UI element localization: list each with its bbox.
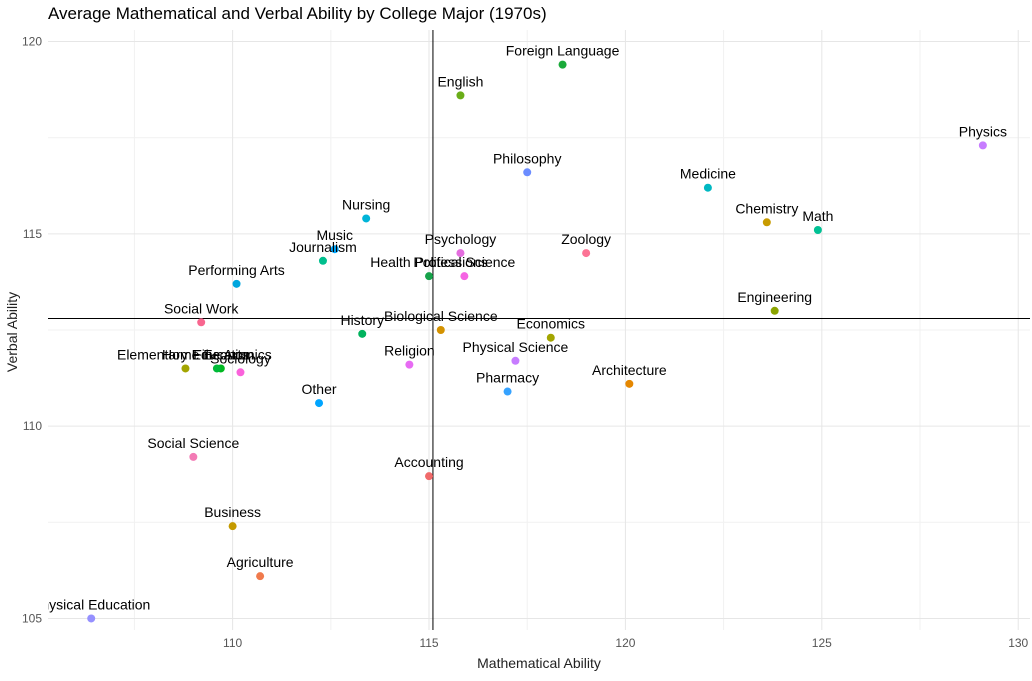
data-point [770,306,779,315]
data-point-label: Engineering [737,289,812,305]
data-point-label: Economics [517,316,585,332]
data-point-label: Social Work [164,300,239,316]
data-point [762,218,771,227]
data-point [546,333,555,342]
data-point-label: Religion [384,343,435,359]
data-point-label: Music [316,227,353,243]
data-point [405,360,414,369]
x-tick-label: 130 [1008,636,1028,650]
data-point-label: Math [802,208,833,224]
data-point-label: Agriculture [227,554,294,570]
data-labels: Foreign Language English Physics Philosophy… [32,43,1007,613]
y-axis-title: Verbal Ability [4,292,20,372]
data-point [318,256,327,265]
data-point [87,614,96,623]
data-point-label: Political Science [413,254,515,270]
data-point [228,522,237,531]
reference-lines [48,30,1030,630]
y-tick-label: 120 [22,35,42,49]
data-point-label: Other [302,381,337,397]
minor-gridlines [48,30,1030,630]
data-point [703,183,712,192]
x-tick-label: 120 [615,636,635,650]
data-point [330,245,339,254]
data-point [181,364,190,373]
data-point [558,60,567,69]
data-point [503,387,512,396]
data-point [425,472,434,481]
data-point [358,329,367,338]
data-points [87,60,987,623]
x-tick-label: 115 [419,636,438,650]
data-point [425,272,434,281]
data-point [189,452,198,461]
major-gridlines [48,30,1030,630]
x-tick-label: 110 [223,636,242,650]
x-tick-label: 125 [812,636,832,650]
y-tick-label: 115 [23,227,42,241]
data-point-label: Social Science [147,435,239,451]
data-point [625,379,634,388]
chart-title: Average Mathematical and Verbal Ability … [48,4,547,23]
data-point [197,318,206,327]
data-point [978,141,987,150]
data-point-label: Physical Education [32,596,150,612]
data-point-label: Architecture [592,362,667,378]
data-point [236,368,245,377]
data-point-label: History [340,312,384,328]
data-point-label: Physics [959,123,1007,139]
data-point-label: Philosophy [493,150,562,166]
data-point [315,399,324,408]
data-point-label: Elementary Education [117,346,254,362]
x-axis-ticks: 110 115 120 125 130 [223,636,1029,650]
data-point [212,364,221,373]
data-point-label: Business [204,504,261,520]
data-point-label: Nursing [342,196,390,212]
data-point-label: Performing Arts [188,262,284,278]
y-tick-label: 110 [23,419,42,433]
data-point [813,226,822,234]
data-point [362,214,371,223]
data-point-label: Journalism [289,239,357,255]
data-point [460,272,469,281]
data-point-label: Foreign Language [506,43,620,59]
data-point-label: Physical Science [463,339,569,355]
data-point [523,168,532,177]
data-point-label: English [437,73,483,89]
data-point-label: Accounting [394,454,463,470]
y-tick-label: 105 [22,611,42,625]
data-point [456,91,465,100]
data-point [256,572,265,581]
data-point-label: Health Professions [370,254,488,270]
data-point [582,249,591,258]
data-point [456,249,465,258]
y-axis-ticks: 105 110 115 120 [22,35,42,626]
data-point-label: Chemistry [735,200,798,216]
data-point [232,279,241,288]
data-point-label: Medicine [680,166,736,182]
data-point-label: Fine Arts [193,346,248,362]
data-point-label: Zoology [561,231,611,247]
data-point-label: Biological Science [384,308,498,324]
data-point [436,326,445,334]
data-point-label: Pharmacy [476,370,539,386]
x-axis-title: Mathematical Ability [477,655,601,671]
data-point-label: Sociology [210,350,271,366]
data-point-label: Psychology [425,231,497,247]
data-point [511,356,520,365]
data-point-label: Home Economics [162,346,272,362]
